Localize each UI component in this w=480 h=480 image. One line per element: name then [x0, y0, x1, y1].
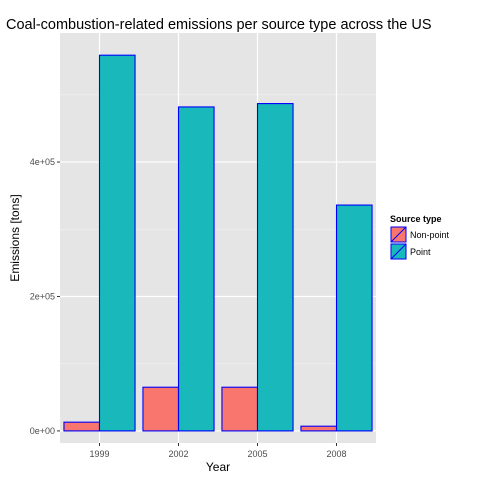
- legend-key-non-point: Non-point: [389, 225, 450, 244]
- x-tick-label: 2008: [326, 449, 346, 459]
- x-axis-title: Year: [206, 460, 230, 474]
- y-axis-title: Emissions [tons]: [8, 194, 22, 281]
- x-axis: 1999 2002 2005 2008: [89, 443, 347, 459]
- legend-key-point: Point: [389, 242, 431, 261]
- x-tick-label: 1999: [89, 449, 109, 459]
- legend-label: Non-point: [410, 230, 450, 240]
- bar-non-point-2005: [221, 386, 259, 432]
- legend: Source type Non-point Point: [389, 214, 450, 261]
- y-tick-label: 0e+00: [30, 426, 55, 436]
- legend-swatch-slash: [390, 226, 407, 243]
- legend-label: Point: [410, 247, 431, 257]
- y-tick-label: 2e+05: [30, 291, 55, 301]
- chart-title: Coal-combustion-related emissions per so…: [6, 17, 432, 33]
- bar-non-point-2008: [300, 425, 338, 432]
- bars: [63, 54, 373, 432]
- bar-point-2005: [256, 103, 294, 432]
- x-tick-label: 2002: [168, 449, 188, 459]
- legend-swatch-slash: [390, 243, 407, 260]
- x-tick-label: 2005: [247, 449, 267, 459]
- y-tick-label: 4e+05: [30, 157, 55, 167]
- bar-non-point-2002: [142, 386, 180, 432]
- bar-point-1999: [98, 54, 136, 432]
- bar-point-2002: [177, 106, 215, 432]
- bar-point-2008: [335, 204, 373, 432]
- y-axis: 0e+00 2e+05 4e+05: [30, 157, 60, 436]
- legend-title: Source type: [390, 214, 442, 224]
- bar-non-point-1999: [63, 421, 101, 432]
